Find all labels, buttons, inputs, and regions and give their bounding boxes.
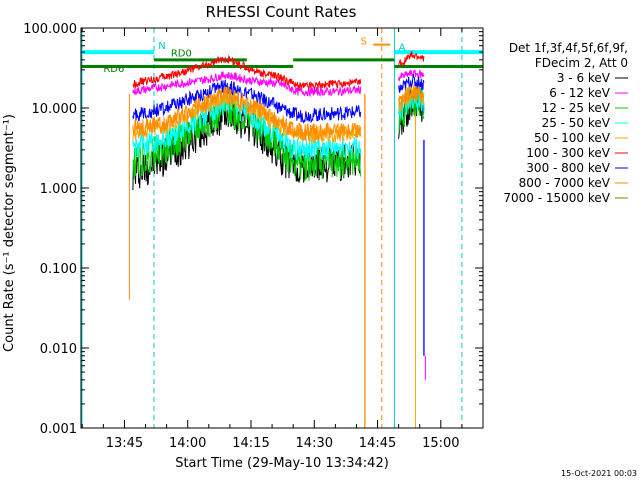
x-tick-label: 14:45 — [359, 436, 396, 451]
x-axis-label: Start Time (29-May-10 13:34:42) — [175, 456, 389, 471]
legend-entry-label: 300 - 800 keV — [526, 161, 610, 175]
annotation-label: S — [361, 37, 367, 48]
y-axis-label: Count Rate (s⁻¹ detector segment⁻¹) — [2, 114, 17, 352]
series-line — [132, 79, 362, 124]
series-line — [398, 84, 425, 109]
y-tick-label: 1.000 — [40, 182, 77, 197]
legend-header: Det 1f,3f,4f,5f,6f,9f, — [509, 41, 628, 55]
y-tick-label: 0.001 — [40, 422, 77, 437]
series-line — [132, 71, 362, 98]
series-line — [398, 51, 425, 67]
annotation-label: N — [158, 41, 165, 52]
legend-entry-label: 25 - 50 keV — [542, 116, 611, 130]
legend-header: FDecim 2, Att 0 — [535, 56, 628, 70]
series-line — [132, 85, 362, 142]
legend-entry-label: 12 - 25 keV — [542, 101, 611, 115]
legend-entry-label: 7000 - 15000 keV — [503, 191, 610, 205]
y-tick-label: 10.000 — [32, 102, 78, 117]
annotation-label: RD0 — [171, 49, 192, 60]
annotation-label: RD6 — [103, 64, 124, 75]
legend-entry-label: 800 - 7000 keV — [519, 176, 611, 190]
y-tick-label: 0.100 — [40, 262, 77, 277]
legend-entry-label: 3 - 6 keV — [557, 71, 611, 85]
annotation-label: A — [399, 43, 406, 54]
legend-entry-label: 6 - 12 keV — [549, 86, 611, 100]
x-tick-label: 14:30 — [296, 436, 333, 451]
chart-title: RHESSI Count Rates — [206, 3, 357, 21]
date-stamp: 15-Oct-2021 00:03 — [561, 469, 637, 478]
x-tick-label: 13:45 — [106, 436, 143, 451]
legend-entry-label: 50 - 100 keV — [534, 131, 611, 145]
x-tick-label: 15:00 — [422, 436, 459, 451]
y-tick-label: 0.010 — [40, 342, 77, 357]
legend-entry-label: 100 - 300 keV — [526, 146, 610, 160]
x-tick-label: 14:00 — [169, 436, 206, 451]
plot-frame — [80, 27, 484, 429]
series-line — [398, 68, 425, 82]
y-tick-label: 100.000 — [23, 22, 77, 37]
x-tick-label: 14:15 — [232, 436, 269, 451]
series-line — [132, 54, 362, 91]
